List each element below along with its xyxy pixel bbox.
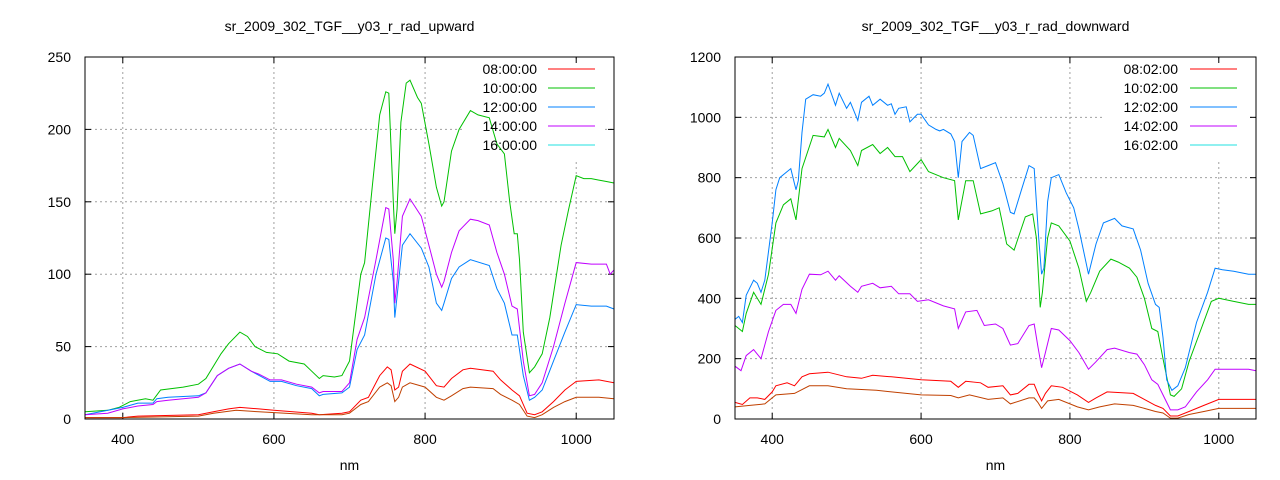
series-line-160200 [734, 385, 1256, 419]
y-tick-label: 200 [698, 351, 722, 367]
series-line-160000 [85, 382, 615, 419]
chart-title: sr_2009_302_TGF__y03_r_rad_downward [862, 18, 1130, 34]
series-line-080200 [734, 371, 1256, 417]
x-tick-label: 1000 [561, 431, 592, 447]
x-tick-label: 1000 [1203, 431, 1234, 447]
series-line-140200 [734, 270, 1257, 411]
y-tick-label: 50 [55, 339, 71, 355]
y-tick-label: 400 [698, 290, 722, 306]
series-line-120200 [734, 82, 1256, 392]
legend-label: 14:00:00 [483, 118, 538, 134]
y-tick-label: 250 [48, 49, 72, 65]
series-line-140000 [84, 197, 615, 416]
y-tick-label: 800 [698, 170, 722, 186]
legend-label: 12:02:00 [1124, 99, 1179, 115]
legend-label: 16:00:00 [483, 137, 538, 153]
chart-upward: 400 600 800 1000 0 50 100 150 200 250 08:00:00 10:0… [48, 18, 615, 473]
y-tick-label: 150 [48, 194, 72, 210]
legend-label: 16:02:00 [1124, 137, 1179, 153]
legend-label: 10:02:00 [1124, 80, 1179, 96]
legend-background [1105, 60, 1247, 160]
x-axis-label: nm [340, 457, 359, 473]
legend-label: 08:00:00 [483, 61, 538, 77]
series-line-120000 [84, 232, 615, 416]
legend-label: 08:02:00 [1124, 61, 1179, 77]
x-tick-label: 800 [413, 431, 437, 447]
y-tick-label: 200 [48, 121, 72, 137]
y-tick-label: 0 [63, 411, 71, 427]
x-tick-label: 600 [262, 431, 286, 447]
plot-border [734, 56, 1257, 420]
chart-downward: 400 600 800 1000 0 200 400 600 800 1000 1200 08:02:… [690, 18, 1257, 473]
legend-label: 14:02:00 [1124, 118, 1179, 134]
y-tick-label: 0 [713, 411, 721, 427]
series-line-100200 [734, 128, 1256, 397]
legend-label: 12:00:00 [483, 99, 538, 115]
legend-label: 10:00:00 [483, 80, 538, 96]
legend-background [465, 60, 605, 160]
x-tick-label: 800 [1058, 431, 1082, 447]
y-tick-label: 1200 [690, 49, 721, 65]
y-tick-label: 600 [698, 230, 722, 246]
x-axis-label: nm [986, 457, 1005, 473]
y-tick-label: 100 [48, 266, 72, 282]
x-tick-label: 600 [909, 431, 933, 447]
x-tick-label: 400 [761, 431, 785, 447]
plot-border [84, 56, 615, 420]
series-line-080000 [85, 363, 615, 419]
x-tick-label: 400 [111, 431, 135, 447]
y-tick-label: 1000 [690, 109, 721, 125]
series-line-100000 [84, 79, 615, 413]
chart-title: sr_2009_302_TGF__y03_r_rad_upward [225, 18, 475, 34]
